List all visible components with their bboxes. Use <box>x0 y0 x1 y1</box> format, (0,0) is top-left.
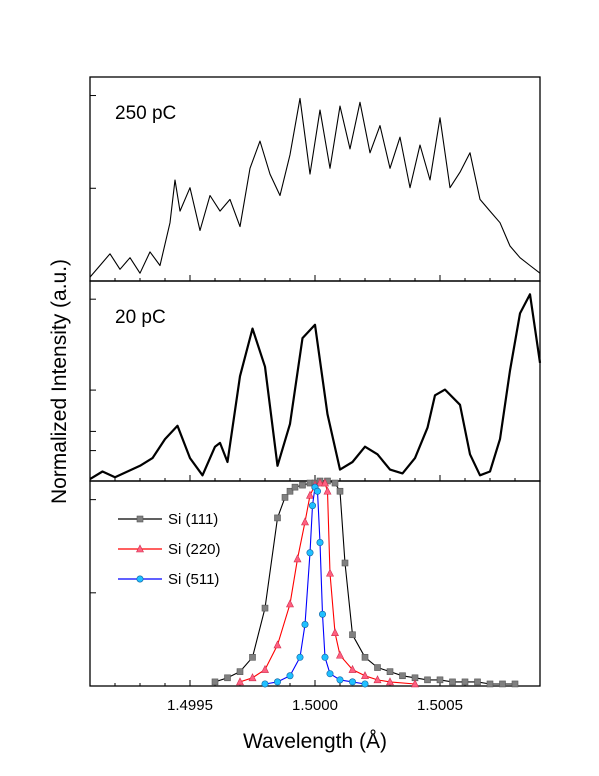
data-point <box>349 631 356 639</box>
data-point <box>291 483 299 491</box>
data-point <box>211 678 219 686</box>
y-axis-label: Normalized Intensity (a.u.) <box>48 259 71 504</box>
data-point <box>399 672 406 680</box>
data-point <box>261 664 269 673</box>
data-point <box>301 517 309 526</box>
legend-label: Si (111) <box>168 511 218 528</box>
data-point <box>286 672 294 680</box>
data-point <box>299 481 306 489</box>
data-point <box>326 670 334 678</box>
series-line <box>89 97 541 278</box>
data-point <box>424 676 431 684</box>
x-tick-label: 1.5005 <box>417 697 463 714</box>
data-point <box>331 628 339 637</box>
panel-middle: 20 pC <box>89 280 542 482</box>
legend-label: Si (220) <box>168 541 221 558</box>
data-point <box>499 680 506 688</box>
data-point <box>336 650 344 659</box>
data-point <box>236 668 244 675</box>
data-point <box>236 677 244 686</box>
data-point <box>348 664 357 673</box>
legend-marker <box>136 544 144 553</box>
legend-label: Si (511) <box>168 571 219 588</box>
panels: 250 pC 20 pC Si (111) Si (220) Si (511) 1.499… <box>89 76 542 714</box>
series-line-si220 <box>239 482 416 685</box>
data-point <box>321 478 329 487</box>
data-point <box>373 675 382 684</box>
data-point <box>293 554 302 563</box>
panel-annotation: 20 pC <box>115 307 166 328</box>
data-point <box>336 487 344 495</box>
data-point <box>308 502 316 510</box>
data-point <box>281 494 289 501</box>
data-point <box>511 680 519 688</box>
data-point <box>274 514 281 522</box>
legend-marker <box>136 575 144 583</box>
data-point <box>286 487 294 495</box>
data-point <box>386 668 394 675</box>
panel-top: 250 pC <box>89 76 541 282</box>
data-point <box>348 678 356 686</box>
data-point <box>361 680 369 688</box>
x-tick-label: 1.5000 <box>292 697 338 714</box>
data-point <box>224 674 231 682</box>
data-point <box>249 653 256 661</box>
data-point <box>361 653 369 661</box>
data-point <box>306 490 314 499</box>
data-point <box>301 620 309 628</box>
data-point <box>411 679 419 688</box>
data-point <box>361 671 369 680</box>
data-point <box>248 673 257 682</box>
legend-marker <box>136 515 144 523</box>
data-point <box>474 678 481 686</box>
panel-bottom: Si (111) Si (220) Si (511) 1.4995 1.5000 1.50… <box>89 477 541 714</box>
data-point <box>318 610 326 618</box>
data-point <box>296 653 304 661</box>
x-tick-label: 1.4995 <box>167 697 213 714</box>
panel-frame <box>89 480 541 687</box>
data-point <box>341 559 349 567</box>
data-point <box>336 676 344 684</box>
data-point <box>331 479 339 487</box>
data-point <box>306 549 314 557</box>
data-point <box>326 568 334 577</box>
data-point <box>386 677 394 686</box>
data-point <box>374 664 381 671</box>
data-point <box>449 678 456 686</box>
data-point <box>261 680 269 688</box>
data-point <box>261 604 269 612</box>
data-point <box>321 653 329 661</box>
panel-annotation: 250 pC <box>115 103 176 124</box>
data-point <box>316 478 324 487</box>
series-line <box>89 293 542 481</box>
series-line-si111 <box>214 480 515 685</box>
data-point <box>273 678 281 686</box>
data-point <box>316 538 324 546</box>
data-point <box>486 680 494 688</box>
x-axis-label: Wavelength (Å) <box>243 730 387 753</box>
data-point <box>273 640 282 649</box>
data-point <box>436 676 444 684</box>
data-point <box>286 599 294 608</box>
data-point <box>323 486 332 495</box>
data-point <box>313 487 321 495</box>
data-point <box>461 678 469 686</box>
